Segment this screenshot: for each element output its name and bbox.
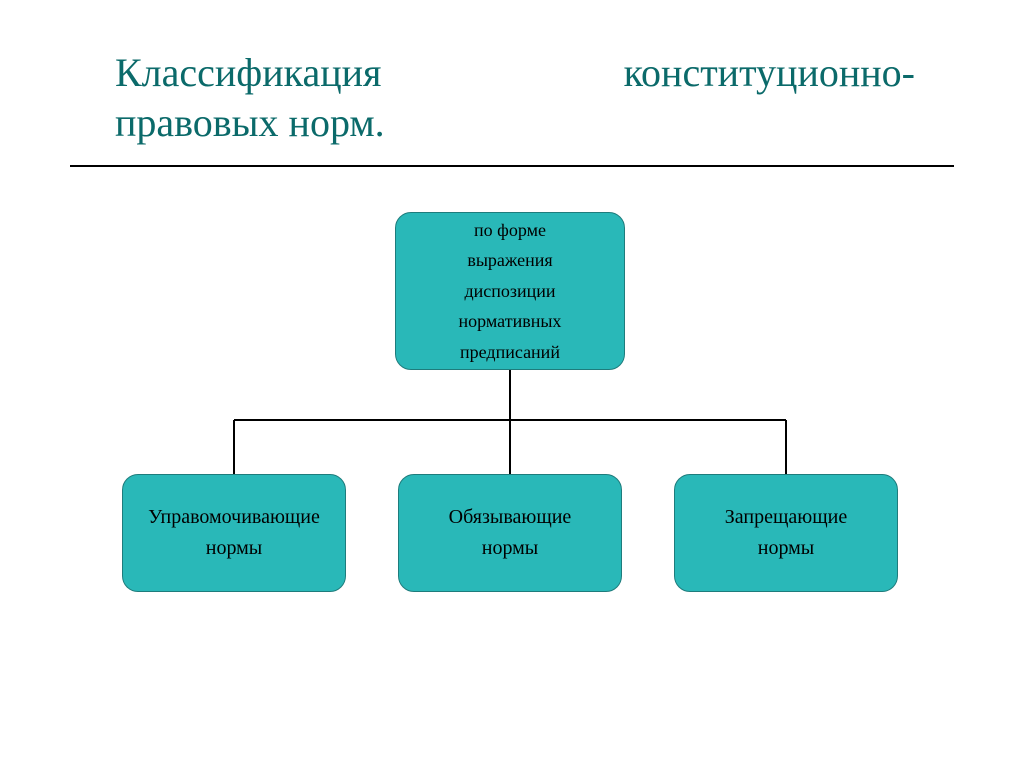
child-node-line: нормы	[482, 533, 539, 564]
child-node-3: Запрещающиенормы	[674, 474, 898, 592]
child-node-line: нормы	[758, 533, 815, 564]
root-node-line: предписаний	[460, 337, 560, 368]
child-node-line: нормы	[206, 533, 263, 564]
root-node-line: диспозиции	[464, 276, 555, 307]
child-node-line: Обязывающие	[449, 502, 572, 533]
root-node-line: выражения	[467, 245, 552, 276]
slide-title: Классификация конституционно- правовых н…	[115, 48, 915, 148]
title-word-2: конституционно-	[624, 48, 915, 98]
child-node-line: Управомочивающие	[148, 502, 320, 533]
title-line-2: правовых норм.	[115, 98, 915, 148]
title-word-1: Классификация	[115, 50, 381, 95]
title-underline	[70, 165, 954, 167]
child-node-line: Запрещающие	[725, 502, 847, 533]
root-node-line: по форме	[474, 215, 546, 246]
child-node-2: Обязывающиенормы	[398, 474, 622, 592]
root-node-line: нормативных	[459, 306, 562, 337]
root-node: по формевыражениядиспозициинормативныхпр…	[395, 212, 625, 370]
child-node-1: Управомочивающиенормы	[122, 474, 346, 592]
